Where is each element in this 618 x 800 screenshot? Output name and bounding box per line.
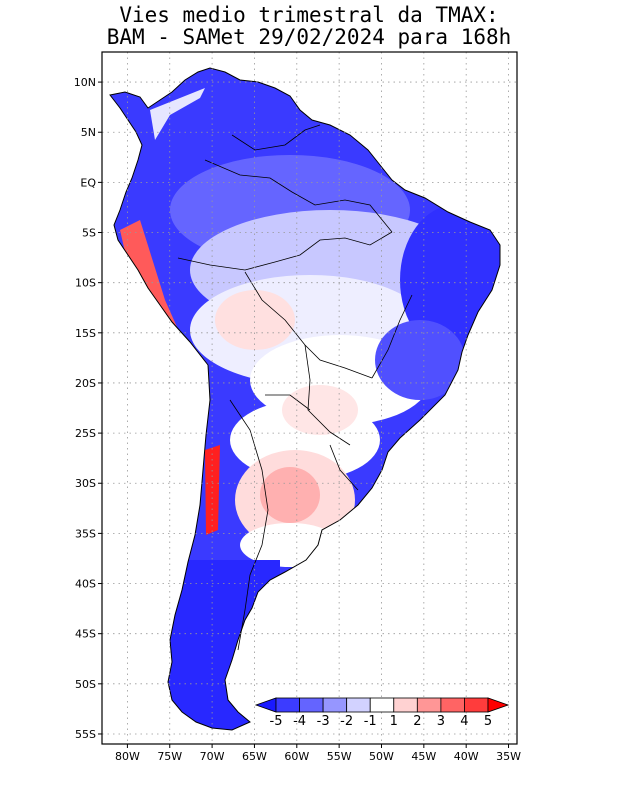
colorbar-label: -5	[270, 714, 283, 729]
colorbar-label: 5	[484, 714, 492, 729]
colorbar-bin	[322, 697, 348, 713]
colorbar-label: 1	[390, 714, 398, 729]
x-tick-label: 45W	[411, 750, 436, 763]
colorbar-label: -2	[340, 714, 353, 729]
bias-field	[110, 68, 500, 730]
colorbar-label: -1	[364, 714, 377, 729]
map-frame	[101, 51, 518, 745]
x-tick-label: 40W	[454, 750, 479, 763]
y-tick-label: 10N	[74, 76, 96, 89]
y-tick-label: 15S	[75, 327, 96, 340]
y-tick-label: EQ	[80, 176, 96, 189]
y-tick-label: 55S	[75, 728, 96, 741]
colorbar-bin	[254, 697, 277, 713]
colorbar-label: -4	[293, 714, 306, 729]
x-tick-label: 65W	[242, 750, 267, 763]
map-title-line1: Vies medio trimestral da TMAX:	[119, 3, 499, 27]
colorbar-bin	[440, 697, 465, 713]
y-tick-label: 20S	[75, 377, 96, 390]
x-tick-label: 35W	[496, 750, 521, 763]
x-tick-label: 70W	[200, 750, 225, 763]
y-tick-label: 40S	[75, 578, 96, 591]
country-borders	[177, 124, 413, 651]
x-tick-label: 80W	[115, 750, 140, 763]
colorbar-bin	[369, 697, 395, 713]
map-title-line2: BAM - SAMet 29/02/2024 para 168h	[106, 25, 512, 49]
colorbar-bin	[393, 697, 418, 713]
y-tick-label: 5S	[82, 227, 96, 240]
y-tick-label: 35S	[75, 527, 96, 540]
colorbar-bin	[299, 697, 324, 713]
colorbar-bin	[275, 697, 300, 713]
y-tick-label: 10S	[75, 277, 96, 290]
y-tick-label: 5N	[81, 126, 96, 139]
y-tick-label: 25S	[75, 427, 96, 440]
y-tick-label: 45S	[75, 628, 96, 641]
x-tick-label: 55W	[327, 750, 352, 763]
colorbar-label: 4	[460, 714, 468, 729]
x-tick-label: 60W	[284, 750, 309, 763]
colorbar-label: 3	[437, 714, 445, 729]
colorbar-bin	[464, 697, 489, 713]
x-tick-label: 50W	[369, 750, 394, 763]
colorbar-bin	[416, 697, 442, 713]
colorbar-bin	[487, 697, 510, 713]
y-tick-label: 30S	[75, 477, 96, 490]
y-tick-label: 50S	[75, 678, 96, 691]
colorbar: -5 -4 -3 -2 -1 1 2 3 4 5	[254, 697, 510, 729]
colorbar-label: -3	[317, 714, 330, 729]
colorbar-label: 2	[413, 714, 421, 729]
colorbar-bin	[346, 697, 371, 713]
x-tick-label: 75W	[157, 750, 182, 763]
